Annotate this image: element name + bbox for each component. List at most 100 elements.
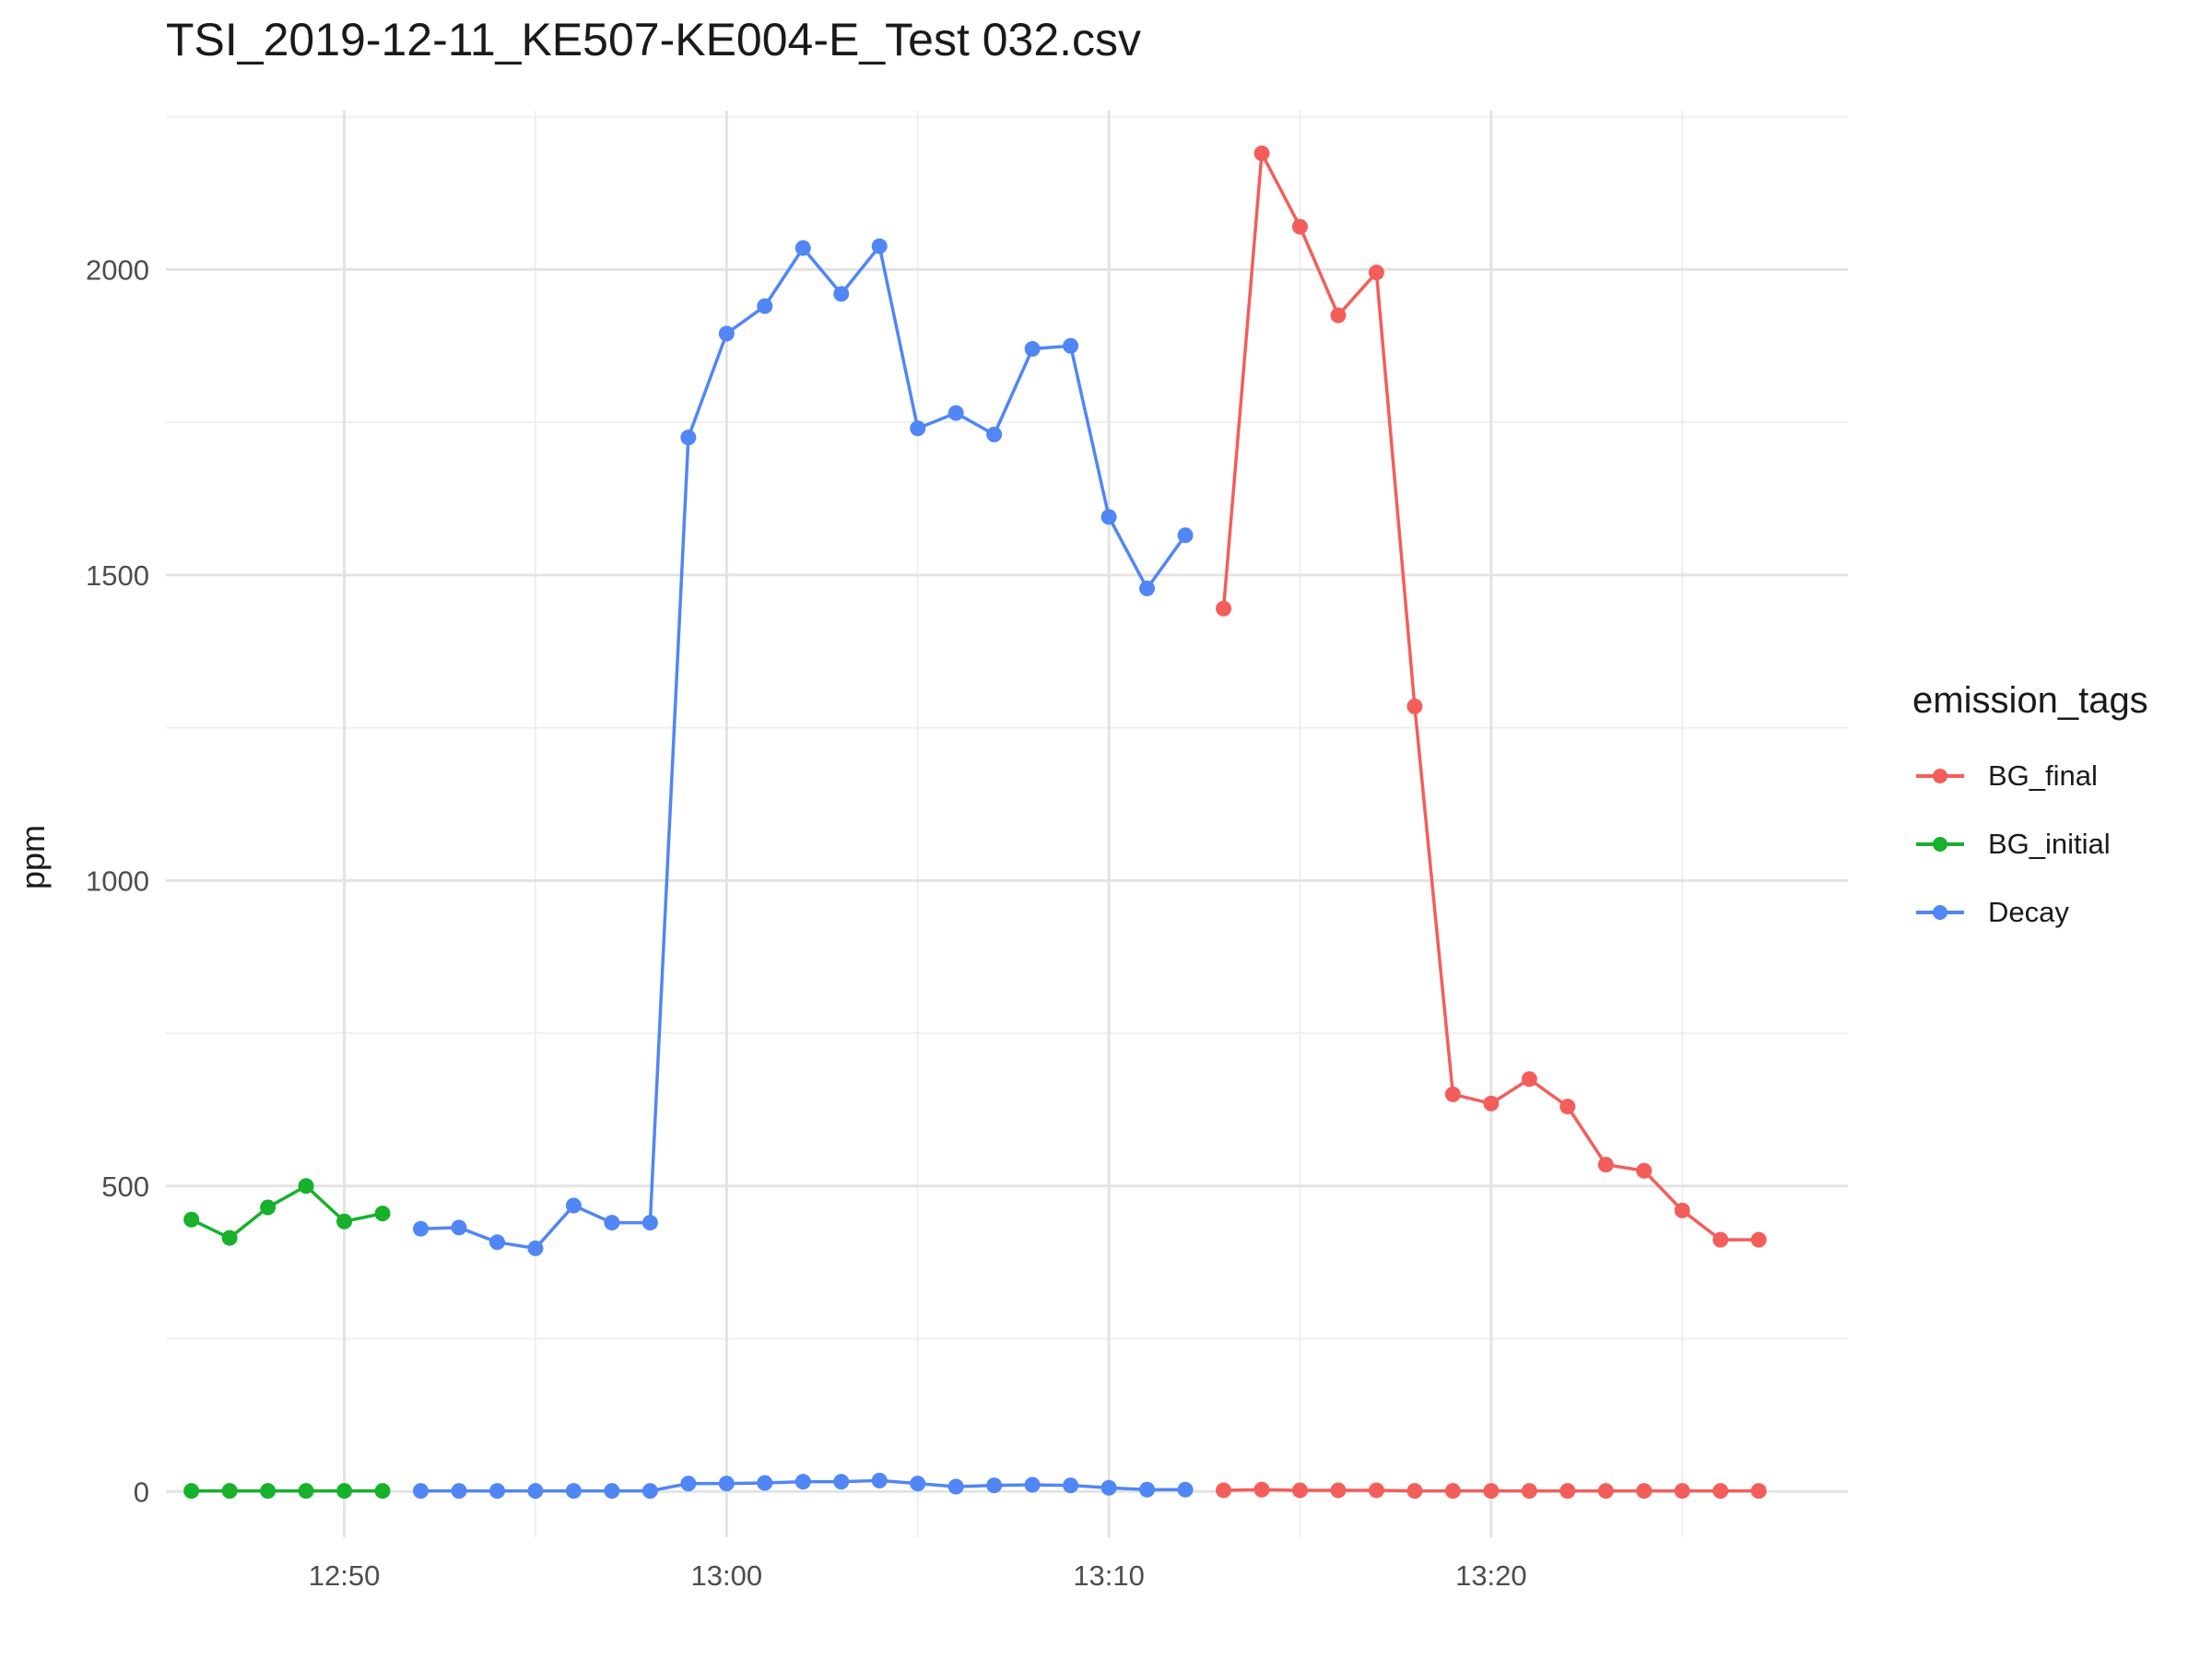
data-point-bg-initial: [183, 1483, 200, 1500]
data-point-bg-final: [1444, 1483, 1461, 1500]
legend-label: BG_initial: [1988, 828, 2111, 860]
data-point-decay: [451, 1219, 467, 1236]
data-point-decay: [488, 1483, 505, 1500]
data-point-decay: [488, 1234, 505, 1251]
data-point-decay: [833, 286, 850, 302]
legend-items: BG_final BG_initial Decay: [1912, 742, 2148, 947]
data-point-bg-initial: [298, 1178, 314, 1194]
data-point-bg-final: [1674, 1202, 1690, 1218]
data-point-bg-initial: [183, 1211, 200, 1228]
data-point-bg-final: [1406, 1483, 1423, 1500]
legend-key-icon: [1912, 830, 1968, 858]
data-point-bg-final: [1291, 218, 1308, 235]
data-point-bg-final: [1368, 1482, 1384, 1499]
data-point-bg-final: [1330, 307, 1347, 324]
data-point-bg-final: [1521, 1071, 1537, 1088]
data-point-decay: [910, 420, 926, 437]
data-point-bg-final: [1559, 1483, 1576, 1500]
x-tick-label: 13:00: [691, 1559, 763, 1592]
y-tick-label: 2000: [86, 253, 149, 286]
data-point-bg-final: [1253, 1481, 1270, 1498]
data-point-bg-final: [1597, 1157, 1614, 1173]
data-point-bg-final: [1636, 1483, 1653, 1500]
data-point-decay: [565, 1197, 582, 1214]
legend-title: emission_tags: [1912, 680, 2148, 721]
data-point-decay: [871, 238, 888, 254]
legend-label: Decay: [1988, 896, 2069, 928]
data-point-decay: [604, 1215, 620, 1231]
legend-item: BG_final: [1912, 742, 2148, 810]
data-point-decay: [1177, 1481, 1194, 1498]
data-point-decay: [413, 1220, 429, 1237]
legend: emission_tags BG_final BG_initial Decay: [1912, 680, 2148, 947]
data-point-bg-final: [1330, 1482, 1347, 1499]
legend-key-icon: [1912, 762, 1968, 790]
data-point-decay: [1177, 527, 1194, 544]
data-point-decay: [947, 405, 964, 421]
data-point-bg-final: [1216, 1482, 1232, 1499]
legend-key-dot: [1933, 905, 1947, 920]
data-point-decay: [527, 1240, 544, 1256]
data-point-decay: [757, 1475, 773, 1491]
y-tick-label: 1000: [86, 865, 149, 897]
data-point-bg-final: [1674, 1483, 1690, 1500]
data-point-decay: [871, 1472, 888, 1488]
legend-key-dot: [1933, 837, 1947, 852]
major-gridlines: [166, 111, 1848, 1537]
minor-gridlines: [166, 111, 1848, 1537]
legend-key-dot: [1933, 769, 1947, 783]
data-point-decay: [1024, 1477, 1041, 1493]
data-point-decay: [1139, 580, 1156, 596]
tick-labels: 12:50 13:00 13:10 13:20 0 500 1000 1500 2000: [86, 253, 1527, 1592]
legend-label: BG_final: [1988, 759, 2098, 792]
data-point-decay: [1063, 337, 1079, 354]
data-point-bg-final: [1712, 1483, 1729, 1500]
data-point-decay: [1100, 509, 1117, 525]
data-point-decay: [757, 298, 773, 314]
data-point-bg-initial: [260, 1199, 276, 1216]
data-point-bg-final: [1483, 1095, 1500, 1112]
data-point-bg-final: [1712, 1231, 1729, 1248]
data-point-bg-initial: [374, 1206, 391, 1222]
data-point-decay: [680, 1476, 697, 1492]
data-point-bg-final: [1750, 1483, 1767, 1500]
data-point-bg-initial: [221, 1230, 238, 1246]
series-layer: [183, 145, 1767, 1500]
data-point-decay: [604, 1483, 620, 1500]
y-tick-label: 500: [101, 1171, 149, 1203]
data-point-bg-final: [1597, 1483, 1614, 1500]
data-point-decay: [1139, 1481, 1156, 1498]
data-point-decay: [1063, 1477, 1079, 1494]
data-point-decay: [986, 426, 1003, 442]
data-point-bg-final: [1368, 265, 1384, 281]
legend-item: BG_initial: [1912, 810, 2148, 878]
data-point-bg-initial: [374, 1483, 391, 1500]
data-point-decay: [565, 1483, 582, 1500]
data-point-bg-final: [1216, 600, 1232, 617]
data-point-decay: [947, 1478, 964, 1495]
y-tick-label: 0: [134, 1476, 149, 1508]
series-line-bg-initial: [190, 1184, 383, 1240]
data-point-decay: [1100, 1479, 1117, 1496]
data-point-decay: [910, 1476, 926, 1492]
data-point-decay: [641, 1215, 658, 1231]
data-point-bg-final: [1521, 1483, 1537, 1500]
data-point-decay: [986, 1477, 1003, 1494]
data-point-bg-final: [1253, 145, 1270, 161]
data-point-bg-final: [1483, 1483, 1500, 1500]
data-point-bg-final: [1291, 1482, 1308, 1499]
data-point-bg-initial: [336, 1213, 353, 1230]
x-tick-label: 13:10: [1073, 1559, 1145, 1592]
data-point-bg-final: [1636, 1162, 1653, 1179]
data-point-decay: [833, 1474, 850, 1490]
data-point-decay: [718, 325, 735, 342]
data-point-decay: [413, 1483, 429, 1500]
x-tick-label: 13:20: [1455, 1559, 1527, 1592]
y-tick-label: 1500: [86, 559, 149, 592]
y-axis-label: ppm: [14, 825, 52, 889]
data-point-decay: [1024, 341, 1041, 358]
data-point-decay: [641, 1483, 658, 1500]
data-point-bg-initial: [221, 1483, 238, 1500]
legend-item: Decay: [1912, 878, 2148, 947]
